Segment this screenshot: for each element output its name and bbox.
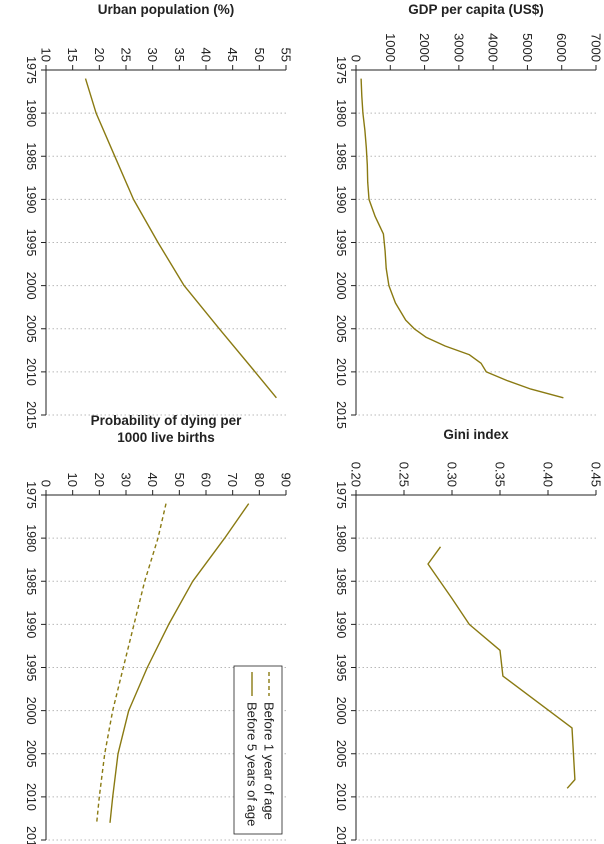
y-axis-label: GDP per capita (US$) xyxy=(408,2,544,17)
y-tick-label: 50 xyxy=(252,48,267,62)
series-line xyxy=(110,504,249,823)
x-tick-label: 1975 xyxy=(334,56,348,84)
series-line-dashed xyxy=(97,504,166,823)
y-tick-label: 35 xyxy=(172,48,187,62)
y-tick-label: 90 xyxy=(279,473,294,487)
y-tick-label: 0.25 xyxy=(397,462,412,487)
x-tick-label: 2010 xyxy=(24,783,38,811)
y-tick-label: 10 xyxy=(65,473,80,487)
y-tick-label: 70 xyxy=(225,473,240,487)
x-tick-label: 1990 xyxy=(334,185,348,213)
y-tick-label: 7000 xyxy=(589,33,604,62)
x-tick-label: 2005 xyxy=(334,740,348,768)
panel-gdp-per-capita: 1975 1980 1985 1990 1995 2000 2005 2010 2015 0 100… xyxy=(334,2,604,429)
y-tick-label: 0.35 xyxy=(493,462,508,487)
x-tick-label: 1985 xyxy=(24,567,38,595)
x-tick-label: 1995 xyxy=(24,654,38,682)
y-tick-label: 15 xyxy=(65,48,80,62)
y-tick-label: 1000 xyxy=(383,33,398,62)
x-tick-label: 2015 xyxy=(334,401,348,429)
x-tick-label: 1980 xyxy=(334,524,348,552)
y-tick-label: 3000 xyxy=(451,33,466,62)
y-tick-label: 55 xyxy=(279,48,294,62)
y-tick-label: 0 xyxy=(349,55,364,62)
y-tick-label: 0.40 xyxy=(541,462,556,487)
x-tick-label: 1995 xyxy=(334,229,348,257)
x-tick-label: 1990 xyxy=(24,610,38,638)
x-tick-label: 1985 xyxy=(24,142,38,170)
x-tick-label: 1985 xyxy=(334,142,348,170)
y-tick-label: 10 xyxy=(39,48,54,62)
y-tick-label: 40 xyxy=(199,48,214,62)
x-tick-label: 2005 xyxy=(24,315,38,343)
y-tick-label: 6000 xyxy=(554,33,569,62)
panel-urban-population: 1975 1980 1985 1990 1995 2000 2005 2010 2015 10 15… xyxy=(24,2,294,429)
x-tick-label: 1990 xyxy=(334,610,348,638)
x-tick-label: 2010 xyxy=(24,358,38,386)
x-tick-label: 1995 xyxy=(334,654,348,682)
y-tick-label: 5000 xyxy=(520,33,535,62)
x-tick-label: 1975 xyxy=(24,56,38,84)
legend-label: Before 5 years of age xyxy=(245,702,260,826)
x-tick-label: 2000 xyxy=(24,272,38,300)
series-line xyxy=(428,547,575,789)
x-tick-label: 2015 xyxy=(24,401,38,429)
series-line xyxy=(361,79,563,398)
y-tick-label: 20 xyxy=(92,473,107,487)
y-tick-label: 80 xyxy=(252,473,267,487)
y-tick-label: 60 xyxy=(199,473,214,487)
legend-label: Before 1 year of age xyxy=(262,702,277,820)
y-tick-label: 30 xyxy=(119,473,134,487)
y-tick-label: 0 xyxy=(39,480,54,487)
x-tick-label: 1980 xyxy=(334,99,348,127)
x-tick-label: 2015 xyxy=(334,826,348,844)
y-tick-label: 2000 xyxy=(417,33,432,62)
y-tick-label: 0.20 xyxy=(349,462,364,487)
x-tick-label: 2010 xyxy=(334,358,348,386)
x-tick-label: 1995 xyxy=(24,229,38,257)
y-tick-label: 50 xyxy=(172,473,187,487)
y-tick-label: 25 xyxy=(119,48,134,62)
panel-child-mortality: 1975 1980 1985 1990 1995 2000 2005 2010 2015 0 10 2… xyxy=(24,413,294,844)
y-tick-label: 0.45 xyxy=(589,462,604,487)
x-tick-label: 2005 xyxy=(334,315,348,343)
x-tick-label: 2005 xyxy=(24,740,38,768)
y-axis-label: Probability of dying per 1000 live births xyxy=(91,413,243,445)
x-tick-label: 1975 xyxy=(24,481,38,509)
y-tick-label: 20 xyxy=(92,48,107,62)
panel-gini-index: 1975 1980 1985 1990 1995 2000 2005 2010 2015 0.20… xyxy=(334,427,604,844)
x-tick-label: 2015 xyxy=(24,826,38,844)
y-tick-label: 40 xyxy=(145,473,160,487)
y-axis-label: Urban population (%) xyxy=(98,2,234,17)
x-tick-label: 1990 xyxy=(24,185,38,213)
x-tick-label: 1985 xyxy=(334,567,348,595)
series-line xyxy=(86,79,277,398)
y-tick-label: 45 xyxy=(225,48,240,62)
y-tick-label: 0.30 xyxy=(445,462,460,487)
x-tick-label: 1980 xyxy=(24,524,38,552)
y-tick-label: 4000 xyxy=(486,33,501,62)
y-axis-label: Gini index xyxy=(443,427,509,442)
x-tick-label: 2000 xyxy=(24,697,38,725)
y-tick-label: 30 xyxy=(145,48,160,62)
x-tick-label: 1980 xyxy=(24,99,38,127)
x-tick-label: 2010 xyxy=(334,783,348,811)
x-tick-label: 1975 xyxy=(334,481,348,509)
x-tick-label: 2000 xyxy=(334,697,348,725)
x-tick-label: 2000 xyxy=(334,272,348,300)
